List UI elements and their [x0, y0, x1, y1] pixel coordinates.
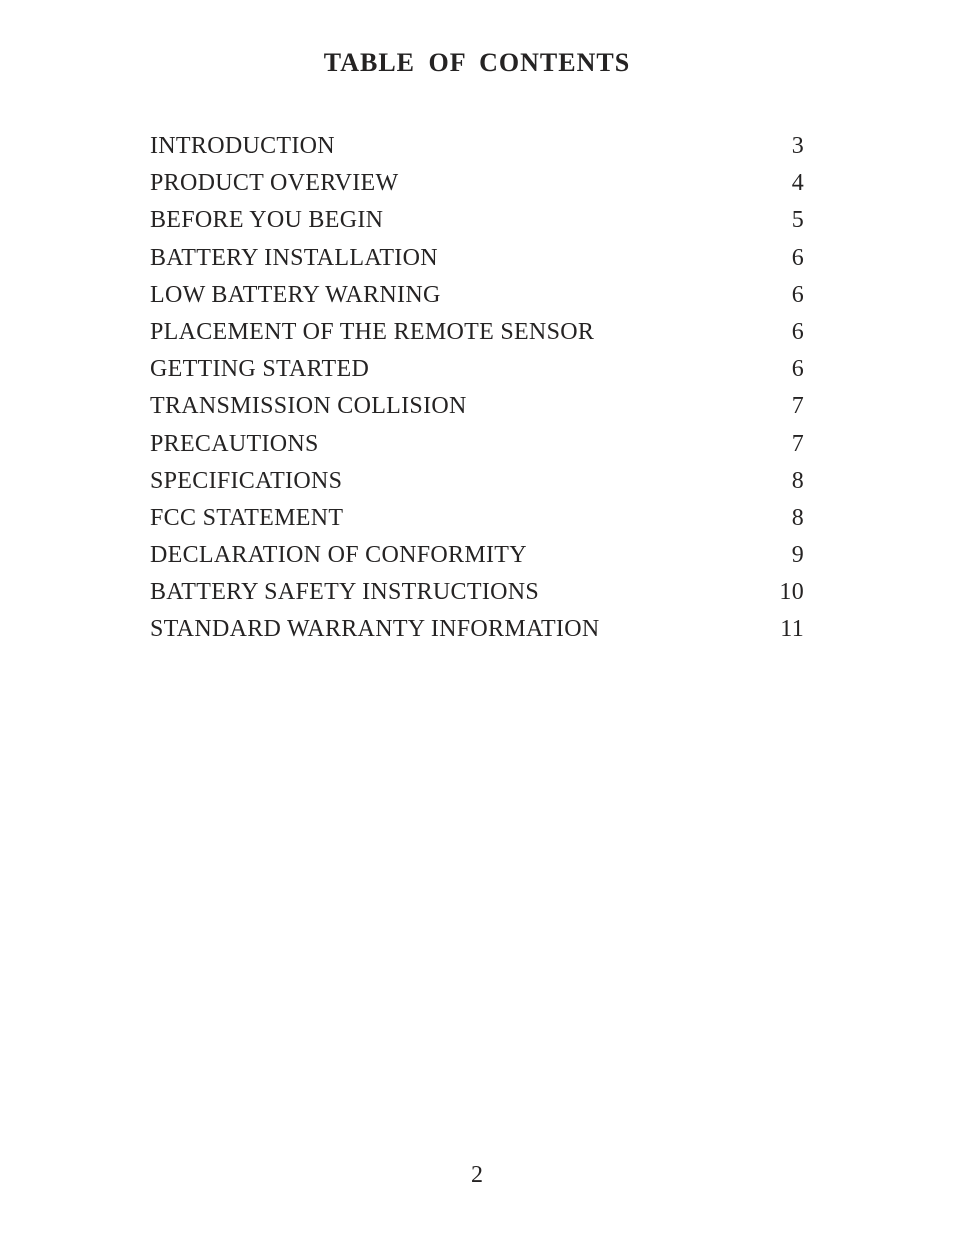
toc-list: INTRODUCTION 3 PRODUCT OVERVIEW 4 BEFORE… [150, 128, 804, 649]
toc-item: STANDARD WARRANTY INFORMATION 11 [150, 611, 804, 648]
toc-item: BEFORE YOU BEGIN 5 [150, 202, 804, 239]
toc-item: SPECIFICATIONS 8 [150, 463, 804, 500]
toc-item: LOW BATTERY WARNING 6 [150, 277, 804, 314]
page-number: 2 [0, 1162, 954, 1189]
toc-entry-title: GETTING STARTED [150, 351, 369, 388]
toc-item: GETTING STARTED 6 [150, 351, 804, 388]
toc-entry-page: 8 [764, 463, 804, 500]
toc-item: INTRODUCTION 3 [150, 128, 804, 165]
toc-entry-title: PRODUCT OVERVIEW [150, 165, 398, 202]
toc-entry-title: BEFORE YOU BEGIN [150, 202, 383, 239]
toc-entry-title: BATTERY SAFETY INSTRUCTIONS [150, 574, 539, 611]
page-container: TABLE OF CONTENTS INTRODUCTION 3 PRODUCT… [0, 0, 954, 649]
toc-entry-title: PRECAUTIONS [150, 426, 319, 463]
toc-entry-page: 4 [764, 165, 804, 202]
toc-entry-page: 5 [764, 202, 804, 239]
toc-entry-title: BATTERY INSTALLATION [150, 240, 438, 277]
toc-entry-page: 10 [764, 574, 804, 611]
toc-entry-page: 7 [764, 388, 804, 425]
toc-entry-page: 6 [764, 277, 804, 314]
toc-entry-page: 6 [764, 240, 804, 277]
toc-entry-page: 6 [764, 314, 804, 351]
toc-entry-title: LOW BATTERY WARNING [150, 277, 441, 314]
toc-entry-title: DECLARATION OF CONFORMITY [150, 537, 527, 574]
toc-entry-page: 11 [764, 611, 804, 648]
toc-item: PLACEMENT OF THE REMOTE SENSOR 6 [150, 314, 804, 351]
toc-entry-page: 8 [764, 500, 804, 537]
toc-item: TRANSMISSION COLLISION 7 [150, 388, 804, 425]
toc-item: BATTERY SAFETY INSTRUCTIONS 10 [150, 574, 804, 611]
toc-entry-title: SPECIFICATIONS [150, 463, 342, 500]
toc-entry-title: STANDARD WARRANTY INFORMATION [150, 611, 599, 648]
toc-entry-title: TRANSMISSION COLLISION [150, 388, 467, 425]
toc-item: BATTERY INSTALLATION 6 [150, 240, 804, 277]
toc-item: PRODUCT OVERVIEW 4 [150, 165, 804, 202]
page-title: TABLE OF CONTENTS [150, 48, 804, 78]
toc-entry-page: 9 [764, 537, 804, 574]
toc-entry-page: 6 [764, 351, 804, 388]
toc-item: PRECAUTIONS 7 [150, 426, 804, 463]
toc-entry-page: 3 [764, 128, 804, 165]
toc-entry-title: PLACEMENT OF THE REMOTE SENSOR [150, 314, 594, 351]
toc-entry-title: INTRODUCTION [150, 128, 335, 165]
toc-item: FCC STATEMENT 8 [150, 500, 804, 537]
toc-item: DECLARATION OF CONFORMITY 9 [150, 537, 804, 574]
toc-entry-page: 7 [764, 426, 804, 463]
toc-entry-title: FCC STATEMENT [150, 500, 343, 537]
